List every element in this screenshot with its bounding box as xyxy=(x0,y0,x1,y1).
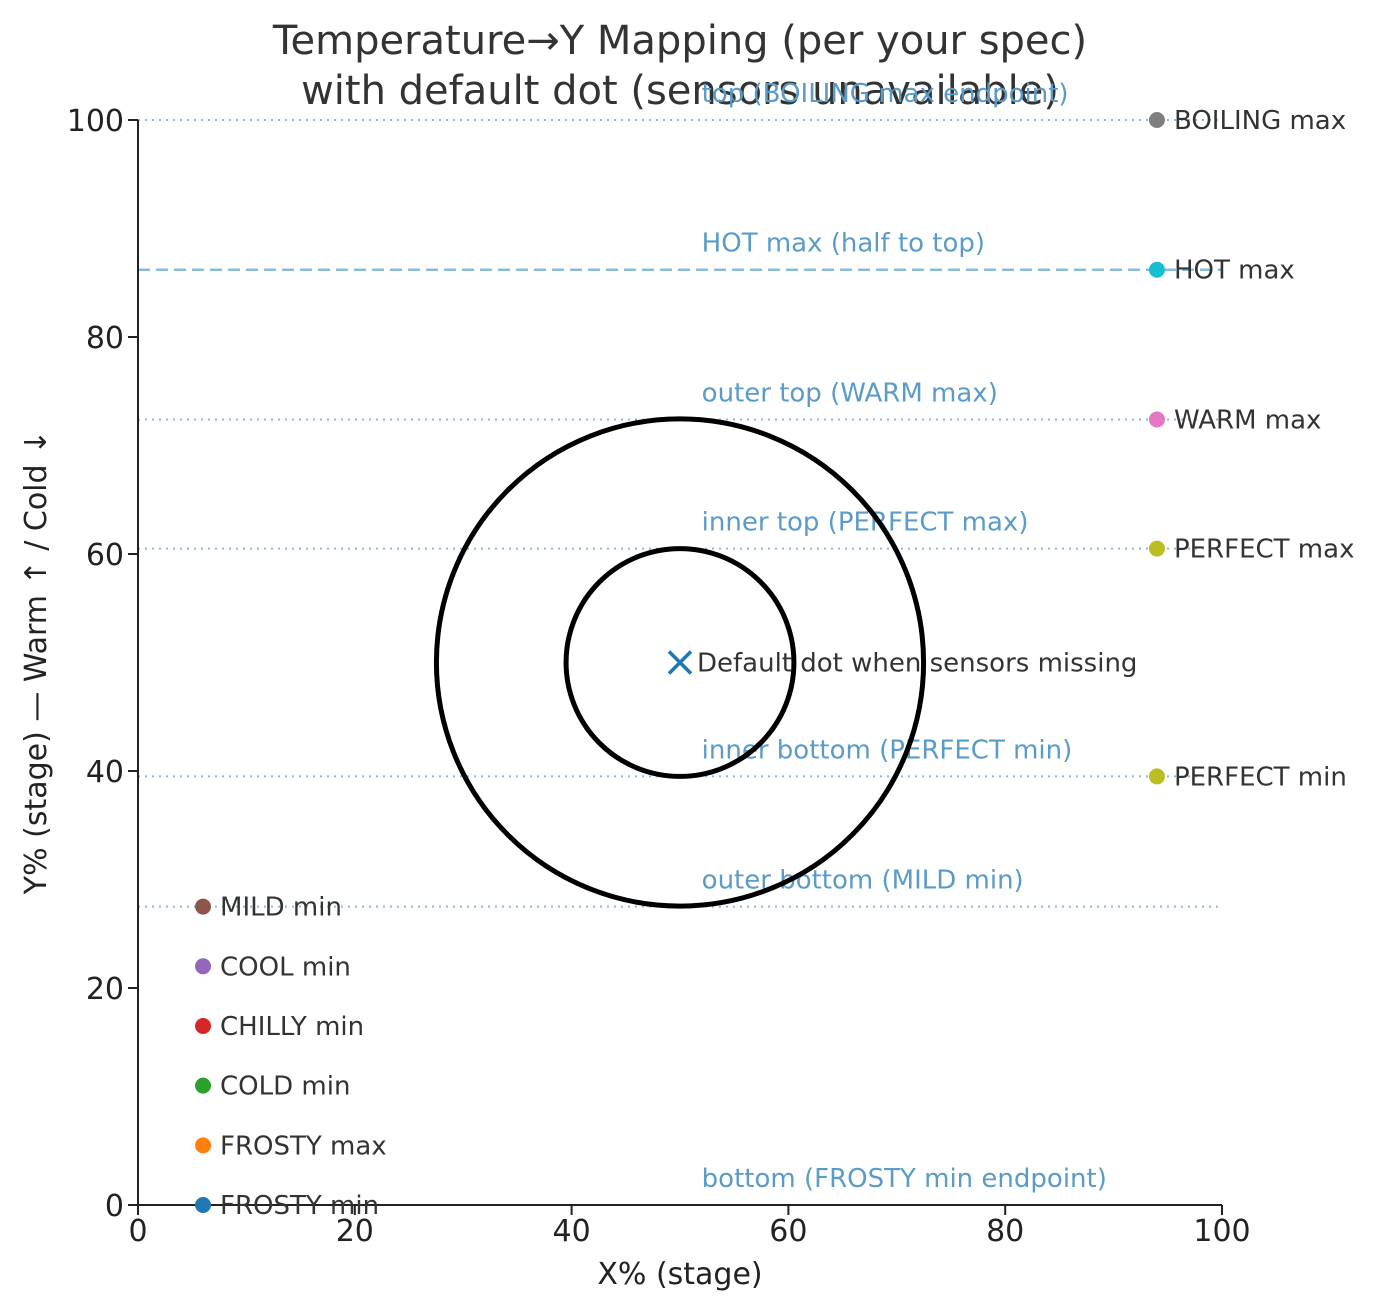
x-ticks: 0 20 40 60 80 100 xyxy=(128,1205,1251,1249)
reference-label-top-boiling-max-endpoint: top (BOILING max endpoint) xyxy=(702,79,1069,109)
marker-label-warm-max: WARM max xyxy=(1174,405,1321,435)
chart-title-line-1: Temperature→Y Mapping (per your spec) xyxy=(272,18,1087,64)
marker-frosty-max xyxy=(195,1137,212,1154)
x-tick-label-40: 40 xyxy=(553,1214,591,1249)
outer-circle xyxy=(433,416,927,909)
y-ticks: 0 20 40 60 80 100 xyxy=(67,104,138,1224)
reference-label-outer-top-warm-max: outer top (WARM max) xyxy=(702,378,998,408)
chart-title-line-2: with default dot (sensors unavailable) xyxy=(301,68,1059,114)
markers: BOILING max HOT max WARM max PERFECT max PER… xyxy=(195,106,1354,1221)
y-tick-label-20: 20 xyxy=(86,972,124,1007)
marker-label-hot-max: HOT max xyxy=(1174,256,1295,286)
reference-label-hot-max-half-to-top: HOT max (half to top) xyxy=(702,229,985,259)
marker-label-cold-min: COLD min xyxy=(220,1072,350,1102)
marker-label-perfect-max: PERFECT max xyxy=(1174,535,1355,565)
default-dot: Default dot when sensors missing xyxy=(667,649,1137,679)
axes xyxy=(137,120,1222,1206)
marker-chilly-min xyxy=(195,1017,212,1034)
x-tick-label-60: 60 xyxy=(769,1214,807,1249)
y-axis-label: Y% (stage) — Warm ↑ / Cold ↓ xyxy=(19,430,54,896)
x-tick-label-0: 0 xyxy=(128,1214,147,1249)
y-tick-label-0: 0 xyxy=(105,1189,124,1224)
marker-label-chilly-min: CHILLY min xyxy=(220,1012,364,1042)
marker-warm-max xyxy=(1148,411,1165,428)
reference-label-bottom-frosty-min-endpoint: bottom (FROSTY min endpoint) xyxy=(702,1164,1107,1194)
x-tick-label-20: 20 xyxy=(336,1214,374,1249)
x-tick-label-100: 100 xyxy=(1193,1214,1250,1249)
x-axis-label: X% (stage) xyxy=(597,1257,762,1292)
y-tick-label-60: 60 xyxy=(86,538,124,573)
marker-cool-min xyxy=(195,958,212,975)
marker-perfect-min xyxy=(1148,768,1165,785)
marker-mild-min xyxy=(195,898,212,915)
marker-label-cool-min: COOL min xyxy=(220,952,351,982)
default-dot-label: Default dot when sensors missing xyxy=(697,649,1137,679)
marker-cold-min xyxy=(195,1077,212,1094)
stage-circles xyxy=(433,416,927,909)
reference-lines: top (BOILING max endpoint) HOT max (half … xyxy=(138,79,1222,1194)
marker-label-frosty-max: FROSTY max xyxy=(220,1131,387,1161)
inner-circle xyxy=(563,546,797,779)
reference-label-inner-top-perfect-max: inner top (PERFECT max) xyxy=(702,508,1029,538)
marker-frosty-min xyxy=(195,1197,212,1213)
marker-label-mild-min: MILD min xyxy=(220,893,342,923)
y-tick-label-80: 80 xyxy=(86,321,124,356)
marker-boiling-max xyxy=(1148,112,1165,128)
marker-label-boiling-max: BOILING max xyxy=(1174,106,1346,136)
marker-label-perfect-min: PERFECT min xyxy=(1174,762,1347,792)
marker-label-frosty-min: FROSTY min xyxy=(220,1191,379,1221)
reference-label-outer-bottom-mild-min: outer bottom (MILD min) xyxy=(702,866,1024,896)
y-tick-label-100: 100 xyxy=(67,104,124,139)
chart-title: Temperature→Y Mapping (per your spec) wi… xyxy=(272,18,1087,114)
x-tick-label-80: 80 xyxy=(986,1214,1024,1249)
marker-hot-max xyxy=(1148,261,1165,278)
marker-perfect-max xyxy=(1148,540,1165,557)
y-tick-label-40: 40 xyxy=(86,755,124,790)
default-dot-mark-b xyxy=(667,650,693,675)
reference-label-inner-bottom-perfect-min: inner bottom (PERFECT min) xyxy=(702,735,1073,765)
